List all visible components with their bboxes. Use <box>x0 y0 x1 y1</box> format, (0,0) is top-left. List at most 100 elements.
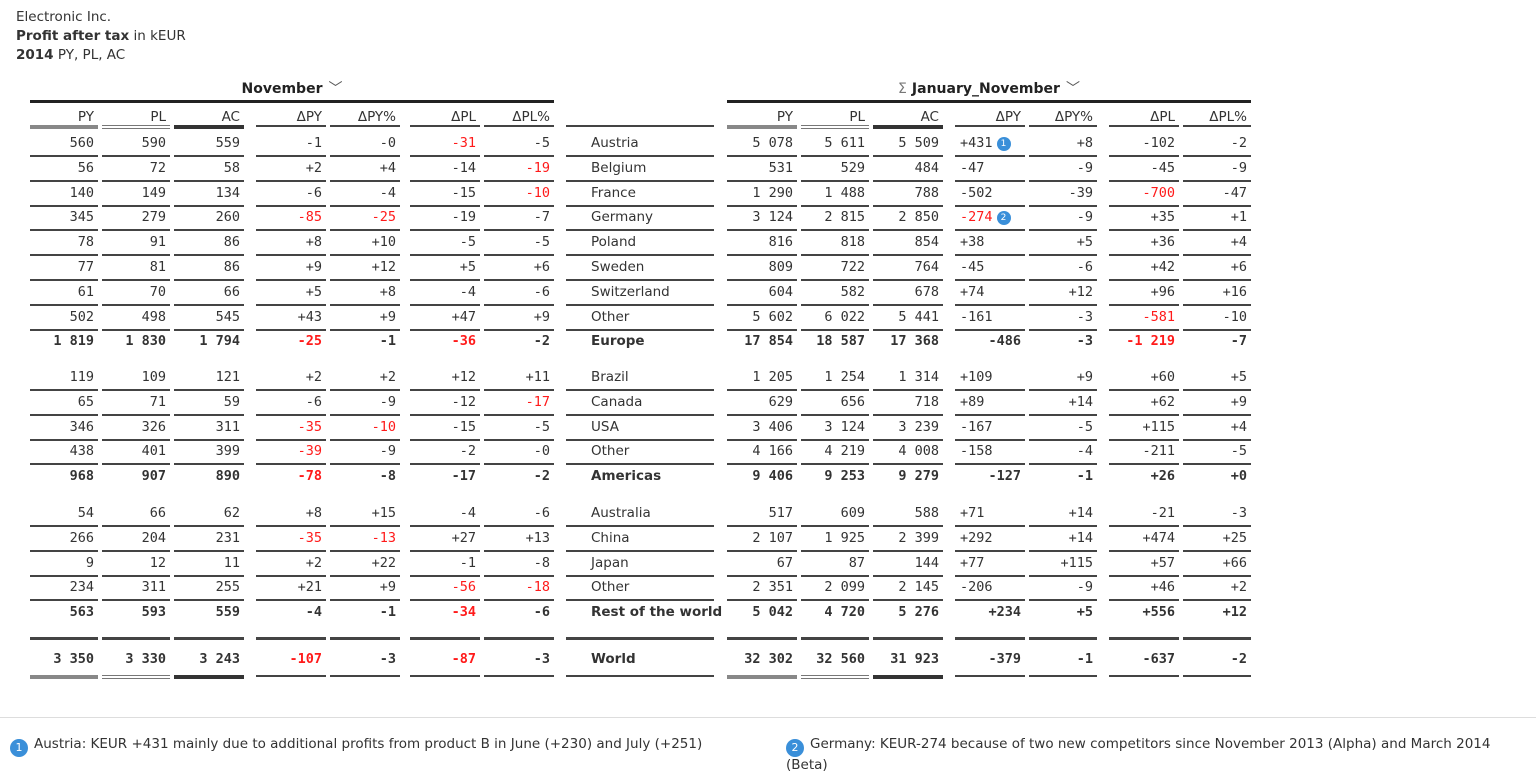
row-divider <box>955 204 1025 207</box>
value-cell: +71 <box>960 505 985 521</box>
value-cell: +21 <box>297 579 322 596</box>
value-cell: 531 <box>768 159 793 176</box>
value-cell: +6 <box>533 259 550 275</box>
row-divider <box>174 525 244 527</box>
value-cell: +9 <box>1230 393 1247 410</box>
row-divider <box>873 389 943 391</box>
value-cell: 255 <box>215 579 240 596</box>
value-cell: 2 107 <box>752 529 793 546</box>
value-cell: -5 <box>1076 418 1093 435</box>
value-cell: 4 008 <box>898 443 939 460</box>
row-divider <box>410 675 480 677</box>
row-divider <box>410 125 480 127</box>
row-divider <box>955 599 1025 602</box>
value-cell: +26 <box>1150 468 1175 485</box>
divider <box>727 100 1251 103</box>
row-divider <box>330 303 400 306</box>
value-cell: -17 <box>525 393 550 410</box>
column-header: ΔPY% <box>1054 109 1093 125</box>
row-label: Switzerland <box>591 283 670 300</box>
footnote-badge[interactable]: 1 <box>996 137 1011 151</box>
value-cell: +42 <box>1150 259 1175 275</box>
row-divider <box>174 574 244 577</box>
row-label: Sweden <box>591 259 645 275</box>
row-divider <box>1109 125 1179 127</box>
row-divider <box>410 389 480 391</box>
value-cell: -581 <box>1142 308 1175 325</box>
value-cell: 345 <box>69 209 94 226</box>
value-cell: -9 <box>1076 159 1093 176</box>
row-divider <box>1183 599 1251 602</box>
row-label: Brazil <box>591 369 629 385</box>
row-divider <box>1183 125 1251 127</box>
value-cell: -161 <box>960 308 993 325</box>
row-divider <box>1183 389 1251 391</box>
value-cell: 78 <box>77 234 94 251</box>
row-divider <box>1029 303 1097 306</box>
value-cell: +4 <box>1230 234 1247 251</box>
value-cell: -25 <box>371 209 396 226</box>
row-divider <box>1029 637 1097 640</box>
value-cell: 559 <box>215 135 240 151</box>
value-cell: 5 611 <box>824 135 865 151</box>
value-cell: -5 <box>533 418 550 435</box>
value-cell: -35 <box>297 418 322 435</box>
value-cell: 32 302 <box>744 651 793 667</box>
row-divider <box>873 549 943 552</box>
value-cell: -211 <box>1142 443 1175 460</box>
row-divider <box>1183 155 1251 157</box>
value-cell: -1 <box>1076 468 1093 485</box>
value-cell: +14 <box>1068 393 1093 410</box>
row-divider <box>330 125 400 127</box>
value-cell: 17 368 <box>890 333 939 350</box>
january-november-selector[interactable]: Σ January_November ﹀ <box>727 78 1251 98</box>
row-divider <box>801 438 869 441</box>
row-divider <box>484 279 554 281</box>
row-divider <box>955 328 1025 331</box>
value-cell: 5 509 <box>898 135 939 151</box>
value-cell: -17 <box>451 468 476 485</box>
value-cell: 2 099 <box>824 579 865 596</box>
row-divider <box>256 525 326 527</box>
row-divider <box>174 328 244 331</box>
value-cell: -4 <box>305 604 322 621</box>
row-divider <box>566 279 714 281</box>
value-cell: 144 <box>914 554 939 571</box>
row-divider <box>873 328 943 331</box>
row-divider <box>256 328 326 331</box>
value-cell: 18 587 <box>816 333 865 350</box>
value-cell: +46 <box>1150 579 1175 596</box>
row-divider <box>330 438 400 441</box>
value-cell: +14 <box>1068 505 1093 521</box>
row-divider <box>873 413 943 416</box>
value-cell: 563 <box>69 604 94 621</box>
row-divider <box>566 438 714 441</box>
value-cell: 109 <box>141 369 166 385</box>
row-divider <box>873 125 943 129</box>
row-label: Austria <box>591 135 639 151</box>
row-divider <box>1029 254 1097 257</box>
value-cell: -7 <box>1230 333 1247 350</box>
row-divider <box>256 463 326 466</box>
row-divider <box>484 303 554 306</box>
row-divider <box>1109 549 1179 552</box>
value-cell: +556 <box>1142 604 1175 621</box>
value-cell: -206 <box>960 579 993 596</box>
footnote-badge[interactable]: 2 <box>996 211 1011 226</box>
value-cell: 560 <box>69 135 94 151</box>
value-cell: 1 290 <box>752 184 793 201</box>
november-selector[interactable]: November ﹀ <box>30 78 554 98</box>
value-cell: 722 <box>840 259 865 275</box>
row-divider <box>256 204 326 207</box>
row-divider <box>801 125 869 126</box>
row-divider <box>102 254 170 257</box>
row-divider <box>1029 229 1097 232</box>
row-divider <box>873 155 943 157</box>
value-cell: +2 <box>379 369 396 385</box>
value-cell: -379 <box>988 651 1021 667</box>
value-cell: -25 <box>297 333 322 350</box>
value-cell: -9 <box>1230 159 1247 176</box>
divider <box>30 100 554 103</box>
column-header: PY <box>776 109 793 125</box>
column-header: PY <box>77 109 94 125</box>
